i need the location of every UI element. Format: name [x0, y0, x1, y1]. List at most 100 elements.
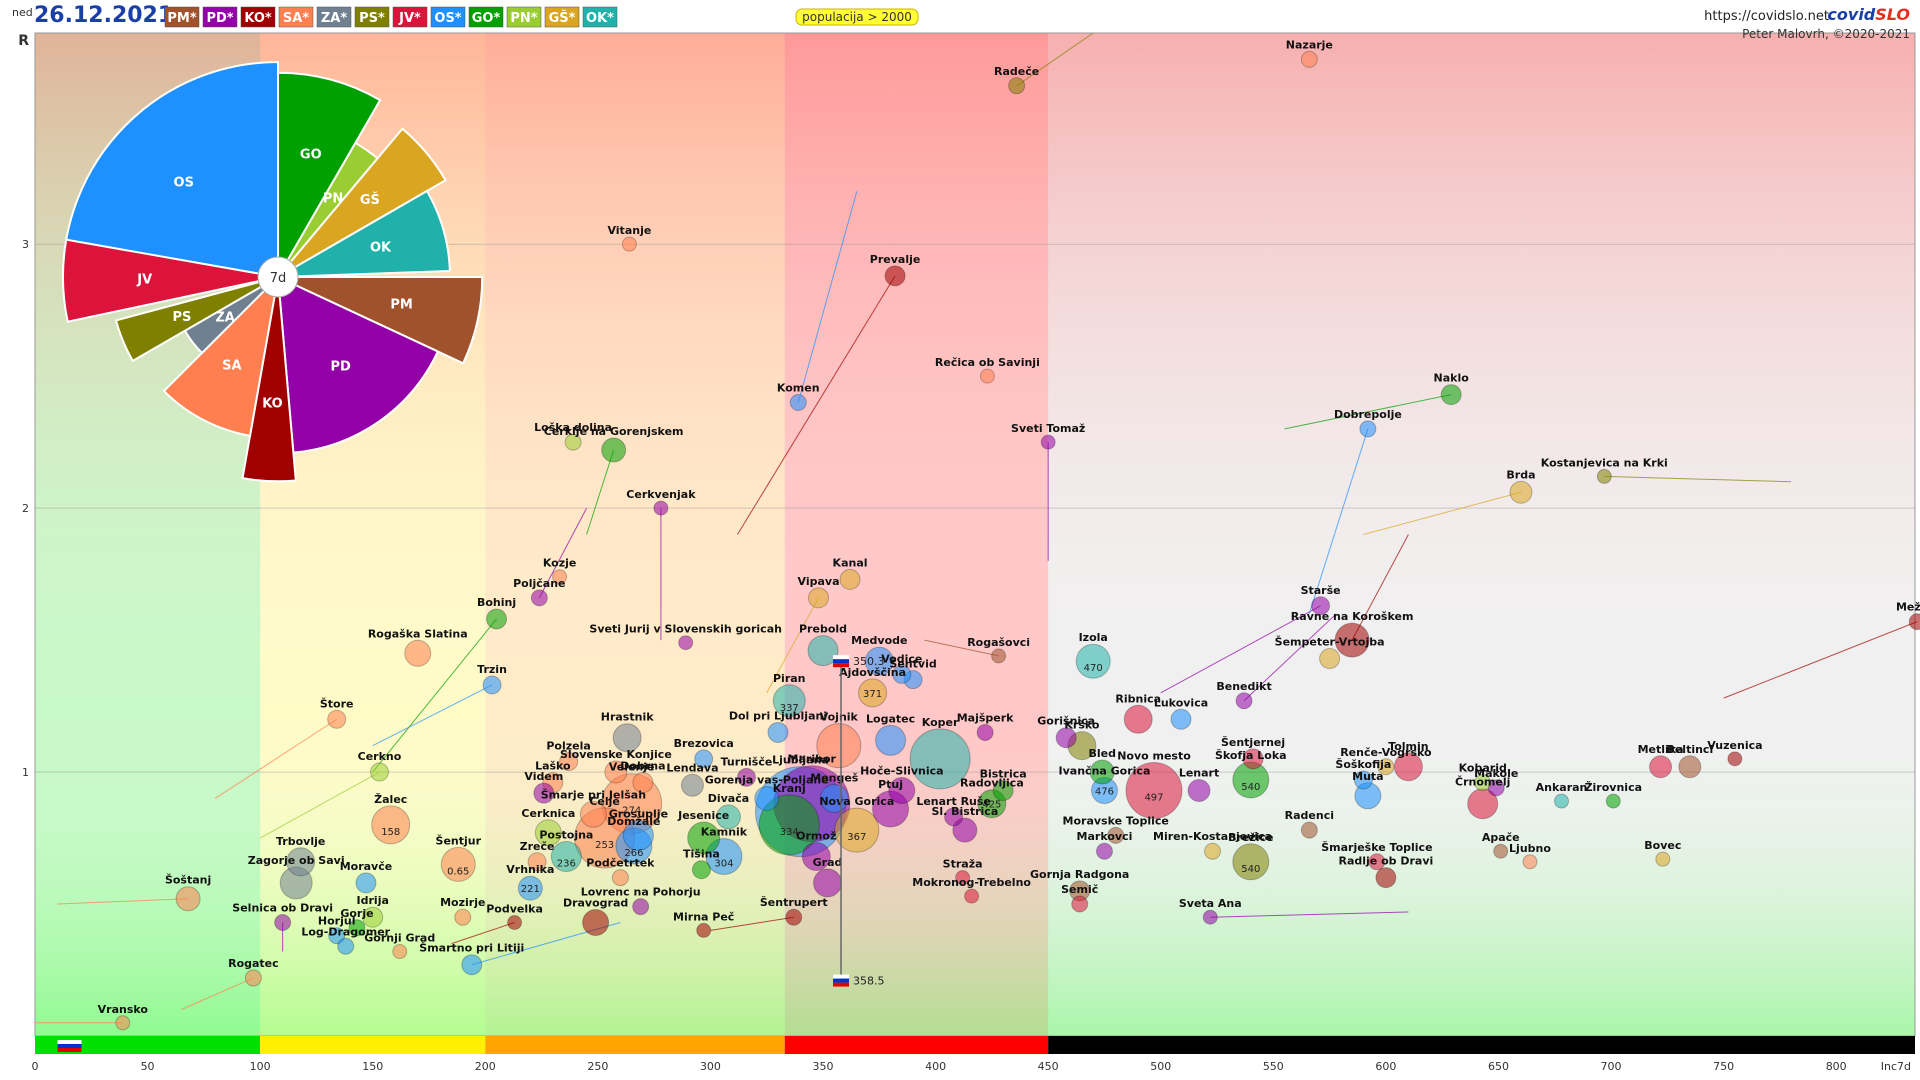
- header: ned 26.12.2021 PM* PD* KO* SA* ZA* PS* JV* OS* G…: [12, 3, 1910, 41]
- bubble-moravske-toplice: [1107, 826, 1125, 844]
- label-makole: Makole: [1474, 767, 1518, 780]
- label-vipava: Vipava: [798, 575, 840, 588]
- label--marje-pri-jel-ah: Šmarje pri Jelšah: [541, 788, 646, 801]
- pie-slice-pm: [277, 276, 484, 365]
- bubble-ravne-na-koro-kem: [1334, 622, 1370, 658]
- bubble-roga-ka-slatina: [404, 639, 432, 667]
- bubble--marje-pri-jel-ah: [579, 800, 607, 828]
- pie-label-ps: PS: [172, 310, 191, 325]
- legend-swatch: [164, 6, 200, 28]
- value-izola: 470: [1084, 663, 1103, 674]
- label-cerkno: Cerkno: [358, 750, 402, 763]
- bubble--empeter-vrtojba: [1319, 648, 1341, 670]
- label-polj-ane: Poljčane: [513, 577, 565, 590]
- bubble--entjernej: [1242, 748, 1264, 770]
- label-lo-ka-dolina: Loška dolina: [534, 421, 612, 434]
- label--tore: Štore: [320, 697, 354, 710]
- bubble-dravograd: [582, 909, 610, 937]
- label-beltinci: Beltinci: [1666, 743, 1713, 756]
- label-benedikt: Benedikt: [1216, 680, 1271, 693]
- trend-roga-ovci: [924, 639, 999, 657]
- bubble-gorje: [348, 919, 366, 937]
- label-kranj: Kranj: [773, 782, 806, 795]
- bubble--entrupert: [785, 908, 803, 926]
- label-gornji-grad: Gornji Grad: [364, 932, 435, 945]
- legend-party-PD[interactable]: PD*: [202, 6, 238, 28]
- legend-label: PN*: [510, 11, 537, 26]
- filter-badge[interactable]: populacija > 2000: [802, 10, 912, 24]
- value-kranj: 334: [780, 827, 799, 838]
- flag-red-bottom: [833, 982, 850, 987]
- label-kostanjevica-na-krki: Kostanjevica na Krki: [1541, 456, 1668, 469]
- label-vransko: Vransko: [98, 1003, 149, 1016]
- label-moravske-toplice: Moravske Toplice: [1063, 814, 1169, 827]
- bubble-cerkvenjak: [653, 500, 669, 516]
- label-dol-pri-ljubljani: Dol pri Ljubljani: [729, 709, 827, 722]
- legend-party-KO[interactable]: KO*: [240, 6, 276, 28]
- label-diva-a: Divača: [708, 792, 749, 805]
- pie-slice-os: [61, 60, 279, 278]
- label-dravograd: Dravograd: [563, 897, 628, 910]
- legend-party-ZA[interactable]: ZA*: [316, 6, 352, 28]
- label-velenje: Velenje: [609, 761, 655, 774]
- bubble-pod-etrtek: [611, 869, 629, 887]
- value-velenje: 274: [622, 806, 641, 817]
- label-ankaran: Ankaran: [1536, 781, 1588, 794]
- label-lovrenc-na-pohorju: Lovrenc na Pohorju: [581, 886, 701, 899]
- bubble-bled: [1089, 759, 1115, 785]
- bubble--irovnica: [1605, 793, 1621, 809]
- band-1: [260, 1036, 486, 1054]
- legend-party-OK[interactable]: OK*: [582, 6, 618, 28]
- bubble-ti-ina: [691, 860, 711, 880]
- bubble-videm: [533, 782, 555, 804]
- legend-party-PM[interactable]: PM*: [164, 6, 200, 28]
- bubble-mozirje: [454, 908, 472, 926]
- trend-ravne-na-koro-kem: [1351, 534, 1409, 641]
- trend--o-tanj: [57, 898, 189, 905]
- legend-party-OS[interactable]: OS*: [430, 6, 466, 28]
- trend--tore: [214, 718, 337, 799]
- legend-party-PN[interactable]: PN*: [506, 6, 542, 28]
- trend-polj-ane: [538, 507, 588, 599]
- label-re-ica-ob-savinji: Rečica ob Savinji: [935, 356, 1040, 369]
- label-radovljica: Radovljica: [960, 777, 1024, 790]
- label-radlje-ob-dravi: Radlje ob Dravi: [1339, 855, 1434, 868]
- x-tick-50: 50: [141, 1060, 155, 1073]
- label-logatec: Logatec: [866, 712, 915, 725]
- label-medvode: Medvode: [851, 634, 907, 647]
- label-kobarid: Kobarid: [1459, 762, 1507, 775]
- bubble-radlje-ob-dravi: [1375, 867, 1397, 889]
- bubble-gornji-grad: [392, 944, 408, 960]
- label-bohinj: Bohinj: [477, 596, 516, 609]
- legend-party-PS[interactable]: PS*: [354, 6, 390, 28]
- label-morav-e: Moravče: [340, 860, 393, 873]
- bubble-vuzenica: [1727, 751, 1743, 767]
- bubble-rogatec: [244, 969, 262, 987]
- label-sveta-ana: Sveta Ana: [1179, 897, 1242, 910]
- legend-swatch: [506, 6, 542, 28]
- x-tick-100: 100: [250, 1060, 271, 1073]
- bubble-koper: [909, 728, 971, 790]
- legend-party-GO[interactable]: GO*: [468, 6, 504, 28]
- label-lendava: Lendava: [666, 761, 718, 774]
- incidence-bands: [35, 1036, 1915, 1054]
- label-cerkvenjak: Cerkvenjak: [626, 488, 696, 501]
- x-tick-200: 200: [475, 1060, 496, 1073]
- bubble-kanal: [839, 568, 861, 590]
- bubble-log-dragomer: [337, 937, 355, 955]
- value--kofja-loka: 540: [1241, 782, 1260, 793]
- legend-party-GŠ[interactable]: GŠ*: [544, 6, 580, 28]
- bubble-lendava: [680, 773, 704, 797]
- bubble-miren-kostanjevica: [1204, 842, 1222, 860]
- legend-party-SA[interactable]: SA*: [278, 6, 314, 28]
- legend-party-JV[interactable]: JV*: [392, 6, 428, 28]
- site-url[interactable]: https://covidslo.net: [1704, 9, 1829, 24]
- bubble-sveti-toma-: [1040, 434, 1056, 450]
- band-4: [1048, 1036, 1915, 1054]
- bubble-gori-nica: [1055, 727, 1077, 749]
- label-horjul: Horjul: [318, 915, 356, 928]
- trend-lines: [35, 32, 1918, 1024]
- legend-label: GO*: [472, 11, 501, 26]
- label-log-dragomer: Log-Dragomer: [301, 925, 390, 938]
- label-rogatec: Rogatec: [228, 957, 279, 970]
